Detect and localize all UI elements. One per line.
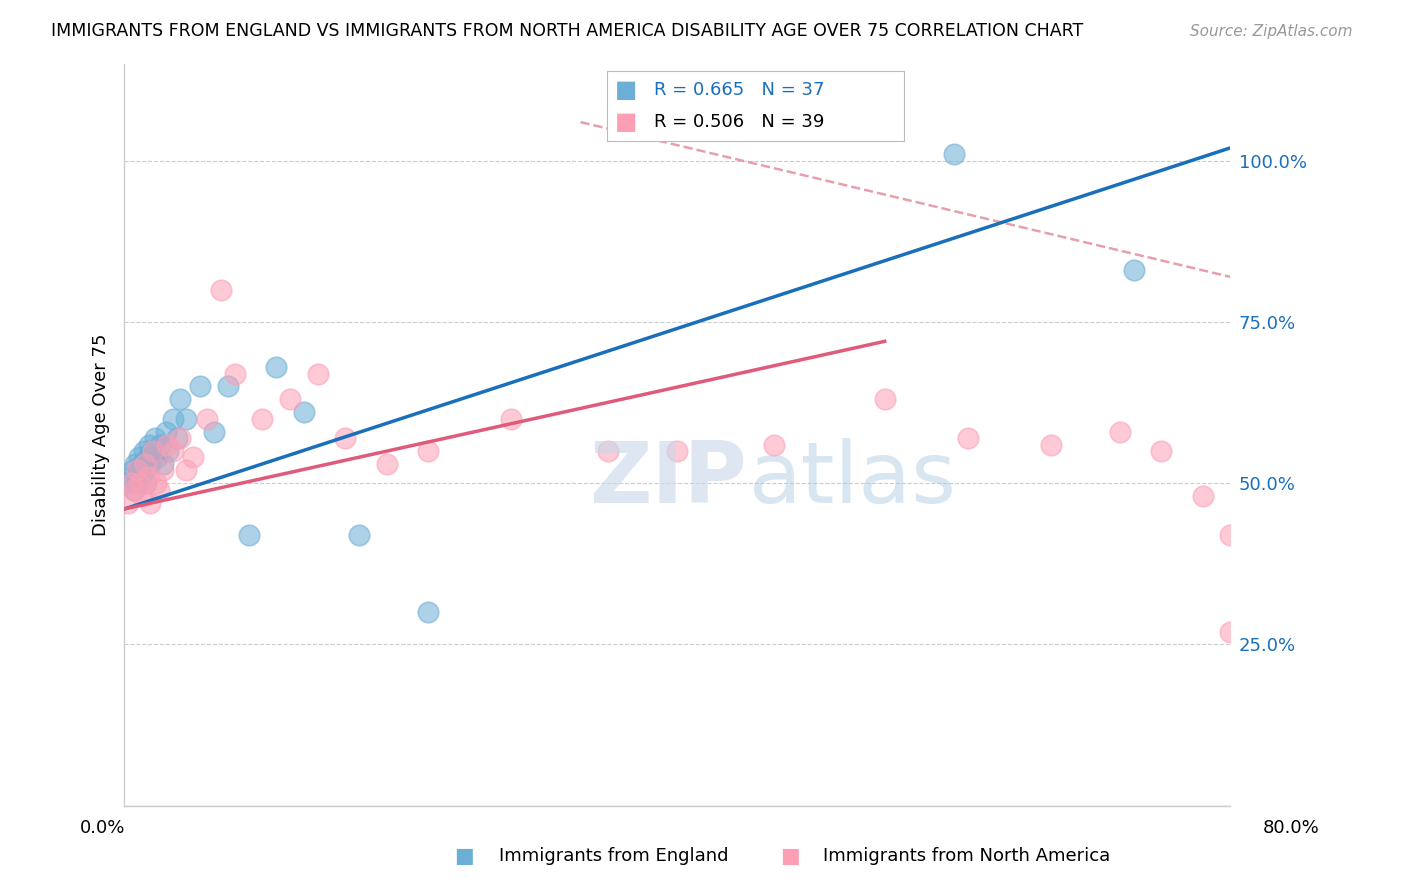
Point	[155, 425, 177, 439]
Point	[122, 483, 145, 497]
Point	[152, 463, 174, 477]
Point	[666, 444, 689, 458]
Point	[956, 431, 979, 445]
Point	[117, 476, 139, 491]
Text: ■: ■	[780, 847, 800, 866]
Point	[162, 444, 184, 458]
Point	[143, 431, 166, 445]
Text: IMMIGRANTS FROM ENGLAND VS IMMIGRANTS FROM NORTH AMERICA DISABILITY AGE OVER 75 : IMMIGRANTS FROM ENGLAND VS IMMIGRANTS FR…	[51, 22, 1083, 40]
Text: Immigrants from England: Immigrants from England	[499, 847, 728, 865]
Text: atlas: atlas	[749, 438, 957, 521]
Point	[1039, 437, 1062, 451]
Point	[873, 392, 896, 407]
Text: ■: ■	[614, 111, 637, 134]
Point	[224, 367, 246, 381]
Point	[763, 437, 786, 451]
Point	[209, 283, 232, 297]
Text: 80.0%: 80.0%	[1263, 819, 1319, 837]
Point	[125, 463, 148, 477]
Point	[138, 437, 160, 451]
Point	[136, 469, 159, 483]
Point	[117, 495, 139, 509]
Point	[157, 444, 180, 458]
Point	[131, 457, 153, 471]
Text: R = 0.506   N = 39: R = 0.506 N = 39	[654, 113, 824, 131]
Point	[131, 489, 153, 503]
Point	[125, 476, 148, 491]
Point	[217, 379, 239, 393]
Point	[375, 457, 398, 471]
Point	[418, 444, 440, 458]
Text: ■: ■	[614, 78, 637, 102]
Point	[942, 147, 965, 161]
Point	[162, 411, 184, 425]
Point	[127, 463, 149, 477]
Point	[141, 444, 163, 458]
Point	[132, 444, 155, 458]
Point	[129, 469, 152, 483]
Point	[278, 392, 301, 407]
Point	[1191, 489, 1213, 503]
Text: ■: ■	[454, 847, 474, 866]
Point	[183, 450, 205, 465]
Point	[139, 457, 162, 471]
Point	[266, 360, 288, 375]
Point	[149, 437, 172, 451]
Point	[238, 528, 260, 542]
Point	[148, 483, 170, 497]
Point	[135, 476, 157, 491]
Point	[120, 469, 142, 483]
Point	[418, 605, 440, 619]
Point	[122, 483, 145, 497]
Point	[252, 411, 274, 425]
Point	[1108, 425, 1130, 439]
Point	[169, 392, 191, 407]
Point	[598, 444, 620, 458]
Point	[1150, 444, 1173, 458]
Point	[1122, 263, 1144, 277]
Point	[292, 405, 315, 419]
Point	[1219, 624, 1241, 639]
Point	[1219, 528, 1241, 542]
Point	[176, 463, 198, 477]
Text: Source: ZipAtlas.com: Source: ZipAtlas.com	[1189, 24, 1353, 38]
Text: 0.0%: 0.0%	[80, 819, 125, 837]
Point	[136, 450, 159, 465]
Text: Immigrants from North America: Immigrants from North America	[823, 847, 1109, 865]
Point	[128, 450, 150, 465]
Point	[139, 495, 162, 509]
Point	[176, 411, 198, 425]
Point	[501, 411, 523, 425]
Y-axis label: Disability Age Over 75: Disability Age Over 75	[93, 334, 110, 536]
Point	[146, 450, 169, 465]
Point	[188, 379, 211, 393]
Point	[134, 463, 156, 477]
Point	[202, 425, 225, 439]
Point	[142, 444, 165, 458]
Point	[120, 476, 142, 491]
Point	[152, 457, 174, 471]
Point	[307, 367, 329, 381]
Text: ZIP: ZIP	[589, 438, 747, 521]
Point	[121, 463, 143, 477]
Point	[195, 411, 218, 425]
Point	[124, 457, 146, 471]
Point	[335, 431, 357, 445]
Point	[169, 431, 191, 445]
Point	[156, 437, 179, 451]
Text: R = 0.665   N = 37: R = 0.665 N = 37	[654, 81, 824, 99]
Point	[128, 476, 150, 491]
Point	[134, 457, 156, 471]
Point	[166, 431, 188, 445]
Point	[145, 476, 167, 491]
Point	[349, 528, 371, 542]
